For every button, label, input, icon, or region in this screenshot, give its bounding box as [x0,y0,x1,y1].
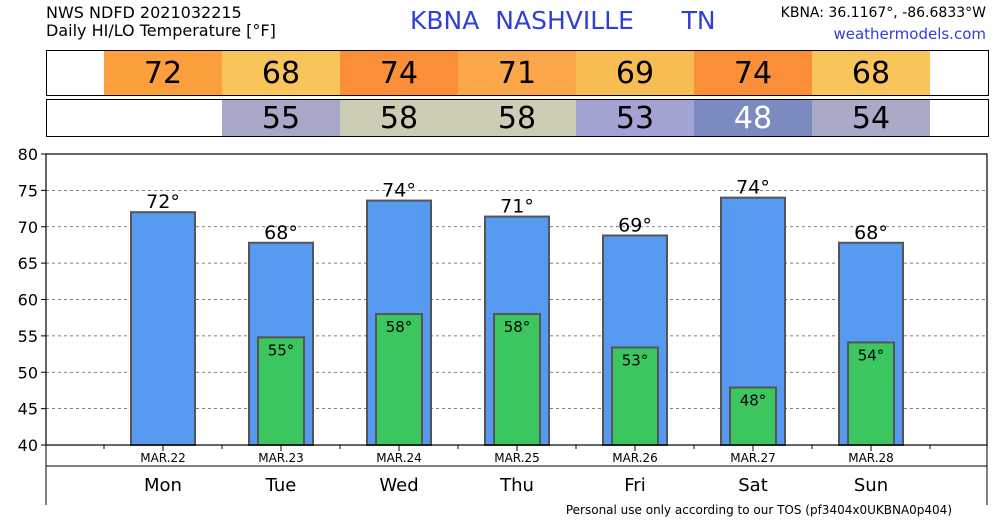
y-tick-label: 50 [18,363,38,382]
low-strip-cell: 48 [694,100,812,136]
y-tick-label: 40 [18,436,38,455]
high-strip-cell: 72 [104,51,222,95]
station-header: KBNA NASHVILLE TN [410,6,716,36]
day-label: Fri [624,475,645,496]
low-temp-label: 55° [268,341,295,359]
high-strip-cell: 71 [458,51,576,95]
station-name: NASHVILLE [495,6,634,35]
date-label: MAR.23 [258,451,304,465]
y-tick-label: 80 [18,145,38,164]
high-temp-label: 69° [618,214,652,236]
low-temp-label: 58° [386,318,413,336]
high-temp-label: 71° [500,196,534,218]
low-temp-bar [847,341,895,446]
day-label: Mon [144,475,182,496]
date-label: MAR.25 [494,451,540,465]
low-temp-bar [611,346,659,447]
product-title: NWS NDFD 2021032215 [46,3,242,22]
y-tick-label: 55 [18,327,38,346]
high-strip-cell: 74 [694,51,812,95]
day-label: Sat [738,475,768,496]
low-strip-cell: 58 [458,100,576,136]
high-temp-label: 74° [736,177,770,199]
day-label: Sun [854,475,888,496]
header-right: KBNA: 36.1167°, -86.6833°W weathermodels… [781,4,986,43]
day-label: Wed [379,475,418,496]
low-temp-label: 53° [622,352,649,370]
y-tick-label: 70 [18,218,38,237]
high-strip-cell: 74 [340,51,458,95]
low-temp-label: 54° [858,346,885,364]
plot-frame [45,153,988,446]
high-temp-bar [130,211,196,446]
y-tick-label: 60 [18,291,38,310]
y-tick-label: 65 [18,254,38,273]
header-left: NWS NDFD 2021032215 Daily HI/LO Temperat… [46,4,276,40]
date-label: MAR.22 [140,451,186,465]
high-temp-label: 68° [264,222,298,244]
high-temp-label: 72° [146,191,180,213]
date-label: MAR.26 [612,451,658,465]
low-temp-label: 58° [504,318,531,336]
high-strip-cell: 69 [576,51,694,95]
low-strip-cell: 58 [340,100,458,136]
y-tick-label: 75 [18,181,38,200]
date-label: MAR.28 [848,451,894,465]
y-tick-label: 45 [18,400,38,419]
low-temp-bar [729,386,777,446]
high-temp-label: 74° [382,180,416,202]
footer-note: Personal use only according to our TOS (… [565,503,952,517]
high-temp-strip: 72 68 74 71 69 74 68 [46,50,989,96]
low-temp-strip: 55 58 58 53 48 54 [46,99,989,137]
date-label: MAR.27 [730,451,776,465]
station-coords: KBNA: 36.1167°, -86.6833°W [780,5,986,21]
high-strip-cell: 68 [812,51,930,95]
low-temp-label: 48° [740,392,767,410]
low-strip-cell: 55 [222,100,340,136]
low-strip-cell: 54 [812,100,930,136]
low-strip-cell: 53 [576,100,694,136]
high-strip-cell: 68 [222,51,340,95]
site-link[interactable]: weathermodels.com [833,25,986,43]
date-label: MAR.24 [376,451,422,465]
station-id: KBNA [410,6,480,35]
high-temp-label: 68° [854,222,888,244]
day-label: Thu [499,475,534,496]
station-state: TN [681,6,716,35]
day-label: Tue [265,475,297,496]
chart-subtitle: Daily HI/LO Temperature [°F] [46,21,276,40]
low-temp-bar [375,313,423,446]
